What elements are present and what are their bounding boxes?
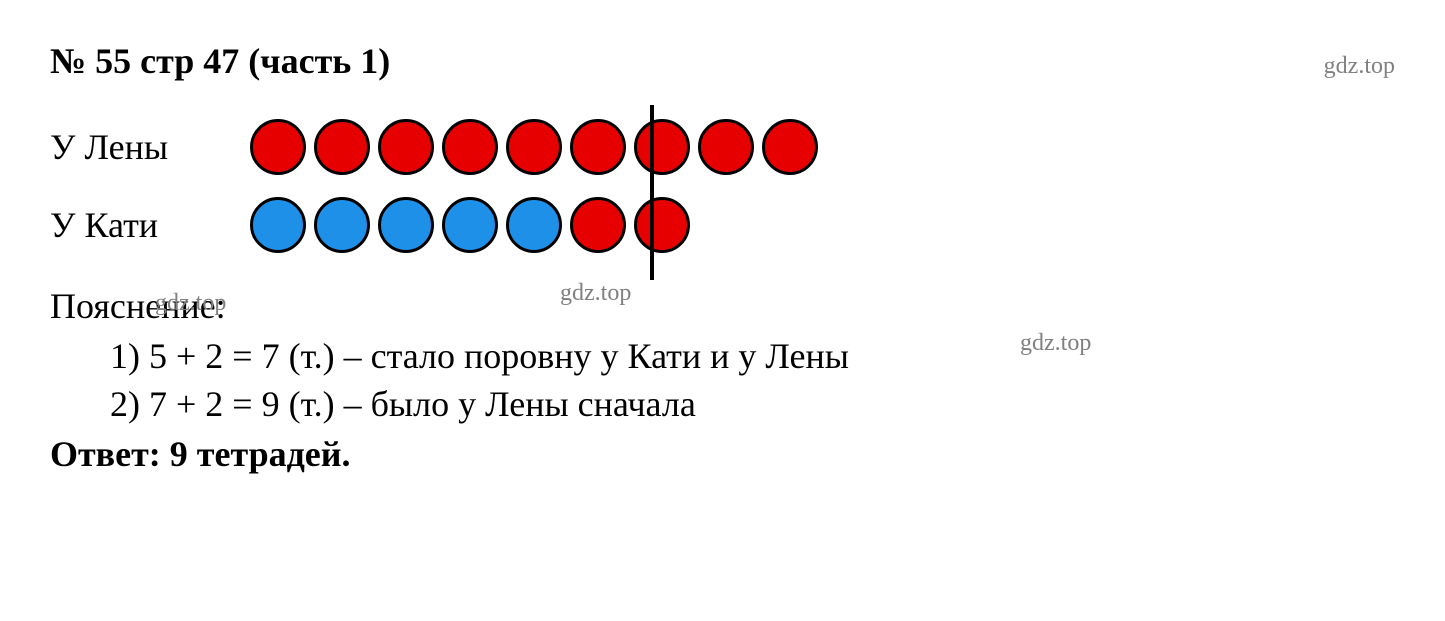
steps-container: 1) 5 + 2 = 7 (т.) – стало поровну у Кати… — [50, 335, 1395, 425]
circle — [250, 197, 306, 253]
circle — [506, 119, 562, 175]
lena-row: У Лены — [50, 117, 1395, 177]
circle — [570, 119, 626, 175]
circle — [314, 197, 370, 253]
circle — [442, 119, 498, 175]
divider-line — [650, 105, 654, 280]
explanation-label: Пояснение: — [50, 285, 1395, 327]
circle — [762, 119, 818, 175]
answer-label: Ответ: — [50, 434, 170, 474]
watermark-mid-right: gdz.top — [1020, 330, 1091, 357]
answer-value: 9 тетрадей. — [170, 434, 351, 474]
circle — [698, 119, 754, 175]
step: 2) 7 + 2 = 9 (т.) – было у Лены сначала — [110, 383, 1395, 425]
watermark-mid-center: gdz.top — [560, 280, 631, 307]
circle — [442, 197, 498, 253]
katya-circles — [250, 197, 690, 253]
lena-circles — [250, 119, 818, 175]
circle — [314, 119, 370, 175]
katya-label: У Кати — [50, 204, 250, 246]
answer: Ответ: 9 тетрадей. — [50, 433, 1395, 475]
circle — [506, 197, 562, 253]
circle — [634, 119, 690, 175]
circle — [250, 119, 306, 175]
circle — [378, 119, 434, 175]
circle — [570, 197, 626, 253]
step: 1) 5 + 2 = 7 (т.) – стало поровну у Кати… — [110, 335, 1395, 377]
circle — [634, 197, 690, 253]
circle — [378, 197, 434, 253]
header-row: № 55 стр 47 (часть 1) gdz.top — [50, 40, 1395, 82]
watermark-top-right: gdz.top — [1324, 53, 1395, 80]
watermark-mid-left: gdz.top — [155, 290, 226, 317]
katya-row: У Кати — [50, 195, 1395, 255]
lena-label: У Лены — [50, 126, 250, 168]
page-title: № 55 стр 47 (часть 1) — [50, 40, 390, 82]
